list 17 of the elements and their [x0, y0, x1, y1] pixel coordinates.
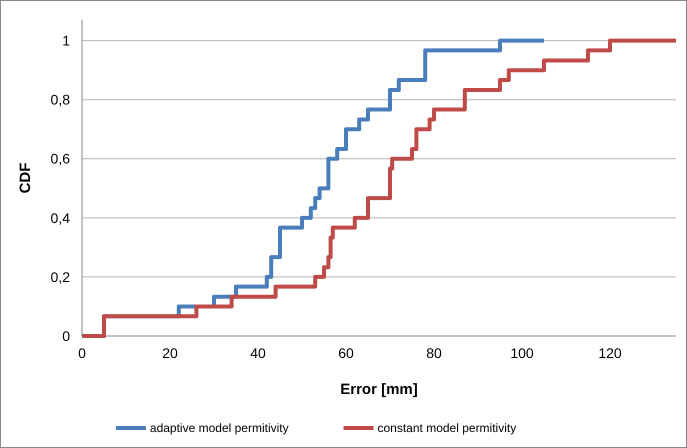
y-tick-label: 0,6 — [50, 150, 70, 167]
x-tick-label: 0 — [78, 345, 86, 361]
x-axis-title: Error [mm] — [340, 381, 418, 398]
y-axis-title: CDF — [17, 162, 34, 194]
legend-label: constant model permitivity — [378, 421, 516, 436]
x-tick-label: 20 — [162, 345, 178, 361]
x-tick-label: 60 — [338, 345, 354, 361]
x-tick-label: 80 — [426, 345, 442, 361]
y-tick-label: 0 — [62, 328, 70, 344]
y-tick-label: 0,2 — [50, 268, 70, 285]
x-tick-label: 40 — [250, 345, 266, 361]
x-tick-label: 100 — [510, 345, 534, 361]
x-tick-label: 120 — [598, 345, 622, 361]
legend-label: adaptive model permitivity — [150, 421, 289, 436]
y-tick-label: 0,4 — [50, 210, 70, 226]
y-tick-label: 1 — [62, 32, 70, 49]
y-tick-label: 0,8 — [50, 92, 70, 108]
